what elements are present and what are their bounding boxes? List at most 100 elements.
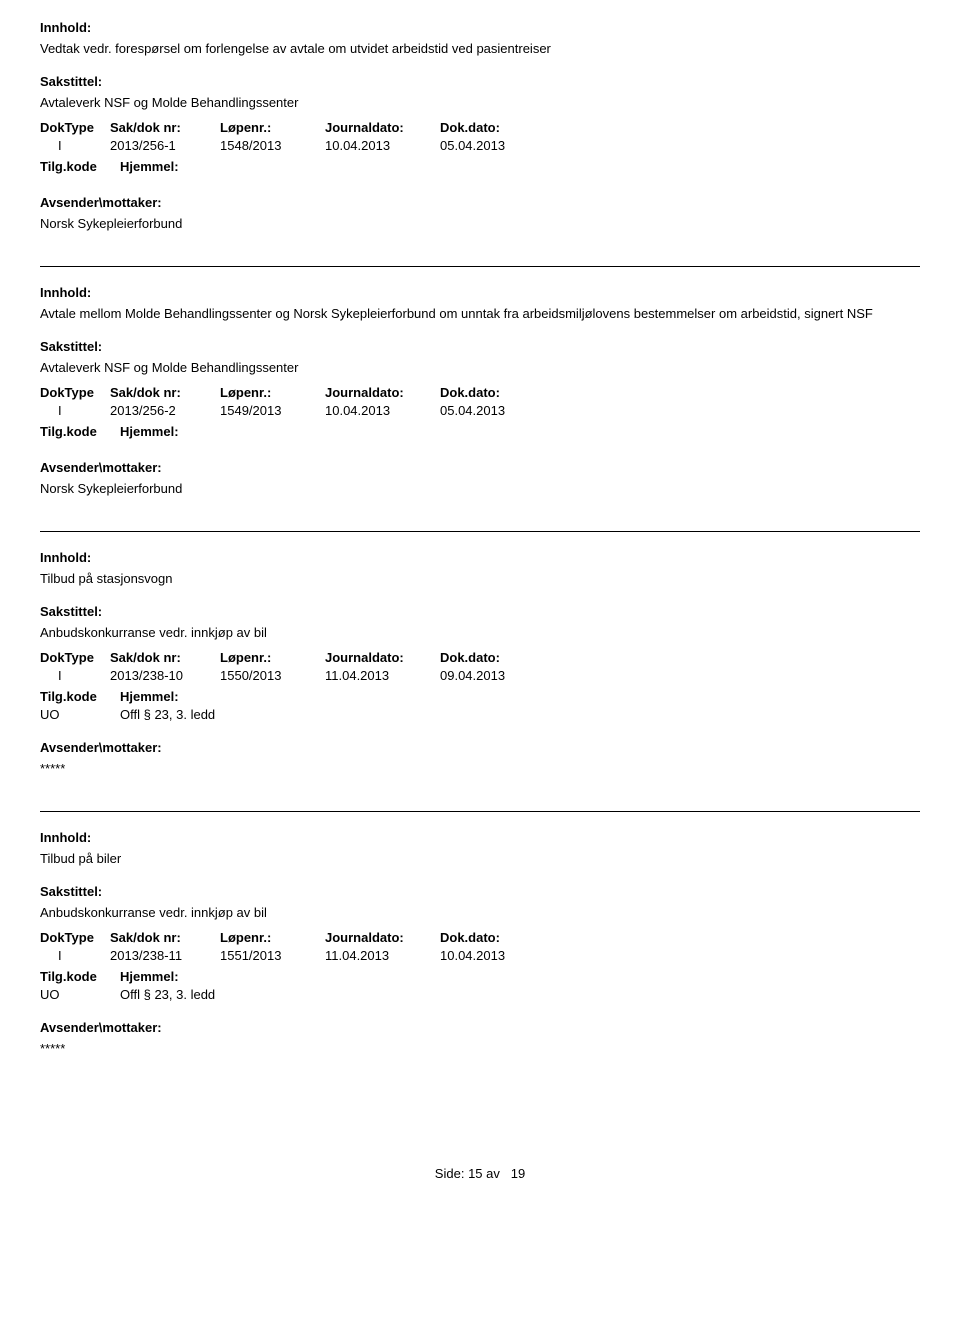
avsender-label: Avsender\mottaker: <box>40 460 920 475</box>
innhold-text: Tilbud på biler <box>40 851 920 866</box>
avsender-value: ***** <box>40 1041 920 1056</box>
innhold-text: Vedtak vedr. forespørsel om forlengelse … <box>40 41 920 56</box>
second-row-headers: Tilg.kode Hjemmel: <box>40 159 920 174</box>
sakstittel-text: Anbudskonkurranse vedr. innkjøp av bil <box>40 905 920 920</box>
page-footer: Side: 15 av 19 <box>40 1166 920 1181</box>
doktype-value: I <box>40 948 110 963</box>
tilgkode-value: UO <box>40 707 120 722</box>
footer-page: 15 <box>468 1166 482 1181</box>
dokdato-value: 05.04.2013 <box>440 403 550 418</box>
dokdato-header: Dok.dato: <box>440 650 550 665</box>
dokdato-value: 09.04.2013 <box>440 668 550 683</box>
tilgkode-value: UO <box>40 987 120 1002</box>
hjemmel-header: Hjemmel: <box>120 159 179 174</box>
doktype-header: DokType <box>40 650 110 665</box>
lopenr-value: 1549/2013 <box>220 403 325 418</box>
journal-entry: Innhold: Tilbud på stasjonsvogn Sakstitt… <box>40 531 920 776</box>
hjemmel-header: Hjemmel: <box>120 689 179 704</box>
journaldato-value: 10.04.2013 <box>325 138 440 153</box>
saknr-header: Sak/dok nr: <box>110 120 220 135</box>
sakstittel-text: Anbudskonkurranse vedr. innkjøp av bil <box>40 625 920 640</box>
tilgkode-header: Tilg.kode <box>40 159 120 174</box>
journaldato-header: Journaldato: <box>325 120 440 135</box>
innhold-text: Tilbud på stasjonsvogn <box>40 571 920 586</box>
journaldato-value: 10.04.2013 <box>325 403 440 418</box>
saknr-value: 2013/238-10 <box>110 668 220 683</box>
innhold-text: Avtale mellom Molde Behandlingssenter og… <box>40 306 920 321</box>
lopenr-value: 1551/2013 <box>220 948 325 963</box>
row-headers: DokType Sak/dok nr: Løpenr.: Journaldato… <box>40 385 920 400</box>
journaldato-value: 11.04.2013 <box>325 668 440 683</box>
row-headers: DokType Sak/dok nr: Løpenr.: Journaldato… <box>40 650 920 665</box>
entry-divider <box>40 811 920 812</box>
entry-divider <box>40 531 920 532</box>
avsender-label: Avsender\mottaker: <box>40 1020 920 1035</box>
saknr-header: Sak/dok nr: <box>110 930 220 945</box>
saknr-value: 2013/256-1 <box>110 138 220 153</box>
second-row-values: UO Offl § 23, 3. ledd <box>40 987 920 1002</box>
journaldato-header: Journaldato: <box>325 650 440 665</box>
saknr-header: Sak/dok nr: <box>110 650 220 665</box>
second-row-values: UO Offl § 23, 3. ledd <box>40 707 920 722</box>
saknr-value: 2013/256-2 <box>110 403 220 418</box>
row-values: I 2013/256-1 1548/2013 10.04.2013 05.04.… <box>40 138 920 153</box>
avsender-value: Norsk Sykepleierforbund <box>40 481 920 496</box>
doktype-value: I <box>40 403 110 418</box>
avsender-value: ***** <box>40 761 920 776</box>
saknr-header: Sak/dok nr: <box>110 385 220 400</box>
lopenr-header: Løpenr.: <box>220 930 325 945</box>
sakstittel-text: Avtaleverk NSF og Molde Behandlingssente… <box>40 95 920 110</box>
doktype-header: DokType <box>40 385 110 400</box>
row-headers: DokType Sak/dok nr: Løpenr.: Journaldato… <box>40 120 920 135</box>
avsender-label: Avsender\mottaker: <box>40 195 920 210</box>
journal-entry: Innhold: Avtale mellom Molde Behandlings… <box>40 266 920 496</box>
lopenr-header: Løpenr.: <box>220 385 325 400</box>
tilgkode-header: Tilg.kode <box>40 969 120 984</box>
sakstittel-label: Sakstittel: <box>40 604 920 619</box>
row-headers: DokType Sak/dok nr: Løpenr.: Journaldato… <box>40 930 920 945</box>
dokdato-header: Dok.dato: <box>440 120 550 135</box>
innhold-label: Innhold: <box>40 285 920 300</box>
journaldato-header: Journaldato: <box>325 930 440 945</box>
hjemmel-value: Offl § 23, 3. ledd <box>120 707 215 722</box>
doktype-value: I <box>40 138 110 153</box>
avsender-value: Norsk Sykepleierforbund <box>40 216 920 231</box>
lopenr-value: 1550/2013 <box>220 668 325 683</box>
journal-entry: Innhold: Vedtak vedr. forespørsel om for… <box>40 20 920 231</box>
innhold-label: Innhold: <box>40 830 920 845</box>
innhold-label: Innhold: <box>40 20 920 35</box>
journal-entry: Innhold: Tilbud på biler Sakstittel: Anb… <box>40 811 920 1056</box>
dokdato-header: Dok.dato: <box>440 930 550 945</box>
hjemmel-value: Offl § 23, 3. ledd <box>120 987 215 1002</box>
hjemmel-header: Hjemmel: <box>120 424 179 439</box>
lopenr-header: Løpenr.: <box>220 650 325 665</box>
saknr-value: 2013/238-11 <box>110 948 220 963</box>
dokdato-value: 10.04.2013 <box>440 948 550 963</box>
sakstittel-text: Avtaleverk NSF og Molde Behandlingssente… <box>40 360 920 375</box>
sakstittel-label: Sakstittel: <box>40 74 920 89</box>
second-row-headers: Tilg.kode Hjemmel: <box>40 969 920 984</box>
second-row-headers: Tilg.kode Hjemmel: <box>40 689 920 704</box>
avsender-label: Avsender\mottaker: <box>40 740 920 755</box>
entry-divider <box>40 266 920 267</box>
doktype-value: I <box>40 668 110 683</box>
innhold-label: Innhold: <box>40 550 920 565</box>
tilgkode-header: Tilg.kode <box>40 689 120 704</box>
dokdato-value: 05.04.2013 <box>440 138 550 153</box>
journaldato-header: Journaldato: <box>325 385 440 400</box>
hjemmel-header: Hjemmel: <box>120 969 179 984</box>
dokdato-header: Dok.dato: <box>440 385 550 400</box>
doktype-header: DokType <box>40 930 110 945</box>
row-values: I 2013/256-2 1549/2013 10.04.2013 05.04.… <box>40 403 920 418</box>
footer-total: 19 <box>511 1166 525 1181</box>
footer-side-label: Side: <box>435 1166 465 1181</box>
sakstittel-label: Sakstittel: <box>40 884 920 899</box>
doktype-header: DokType <box>40 120 110 135</box>
journaldato-value: 11.04.2013 <box>325 948 440 963</box>
lopenr-value: 1548/2013 <box>220 138 325 153</box>
tilgkode-header: Tilg.kode <box>40 424 120 439</box>
second-row-headers: Tilg.kode Hjemmel: <box>40 424 920 439</box>
row-values: I 2013/238-10 1550/2013 11.04.2013 09.04… <box>40 668 920 683</box>
footer-av: av <box>486 1166 500 1181</box>
row-values: I 2013/238-11 1551/2013 11.04.2013 10.04… <box>40 948 920 963</box>
